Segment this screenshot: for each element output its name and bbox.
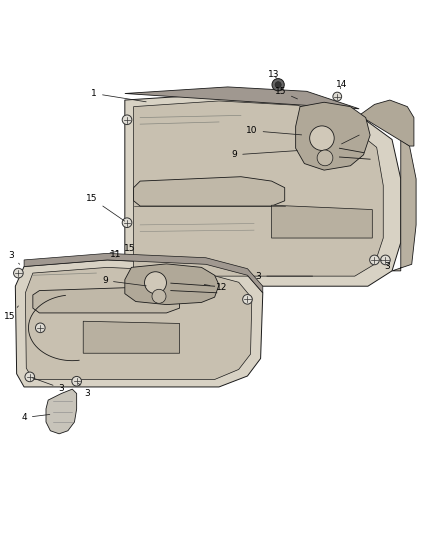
Text: 12: 12	[204, 283, 227, 292]
Polygon shape	[134, 101, 383, 276]
Polygon shape	[15, 260, 263, 387]
Text: 15: 15	[110, 245, 135, 254]
Circle shape	[122, 115, 132, 125]
Polygon shape	[46, 389, 77, 434]
Circle shape	[14, 268, 23, 278]
Polygon shape	[134, 177, 285, 206]
Text: 9: 9	[102, 276, 146, 286]
Polygon shape	[125, 264, 219, 304]
Circle shape	[317, 150, 333, 166]
Text: 1: 1	[91, 89, 146, 102]
Text: 9: 9	[231, 150, 297, 159]
Circle shape	[310, 126, 334, 150]
Text: 14: 14	[336, 80, 347, 89]
Circle shape	[333, 92, 342, 101]
Polygon shape	[272, 205, 372, 238]
Text: 13: 13	[268, 70, 279, 79]
Text: 15: 15	[4, 306, 18, 321]
Circle shape	[381, 255, 390, 265]
Circle shape	[72, 376, 81, 386]
Circle shape	[145, 272, 166, 294]
Polygon shape	[24, 253, 263, 293]
Circle shape	[152, 289, 166, 303]
Circle shape	[25, 372, 35, 382]
Circle shape	[243, 295, 252, 304]
Text: 15: 15	[86, 194, 125, 221]
Circle shape	[272, 78, 284, 91]
Text: 11: 11	[110, 250, 122, 259]
Text: 3: 3	[78, 383, 91, 398]
Text: 10: 10	[246, 126, 302, 135]
Text: 3: 3	[255, 272, 313, 281]
Polygon shape	[359, 100, 414, 146]
Text: 3: 3	[8, 251, 20, 264]
Circle shape	[370, 255, 379, 265]
Polygon shape	[392, 140, 416, 271]
Circle shape	[35, 323, 45, 333]
Polygon shape	[83, 321, 180, 353]
Polygon shape	[33, 287, 180, 313]
Polygon shape	[125, 93, 401, 286]
Polygon shape	[125, 87, 359, 109]
Text: 3: 3	[32, 378, 64, 393]
Text: 15: 15	[275, 87, 297, 99]
Circle shape	[275, 82, 281, 88]
Circle shape	[122, 218, 132, 228]
Polygon shape	[25, 268, 252, 379]
Polygon shape	[296, 102, 370, 170]
Text: 3: 3	[381, 260, 391, 271]
Text: 4: 4	[21, 413, 50, 422]
